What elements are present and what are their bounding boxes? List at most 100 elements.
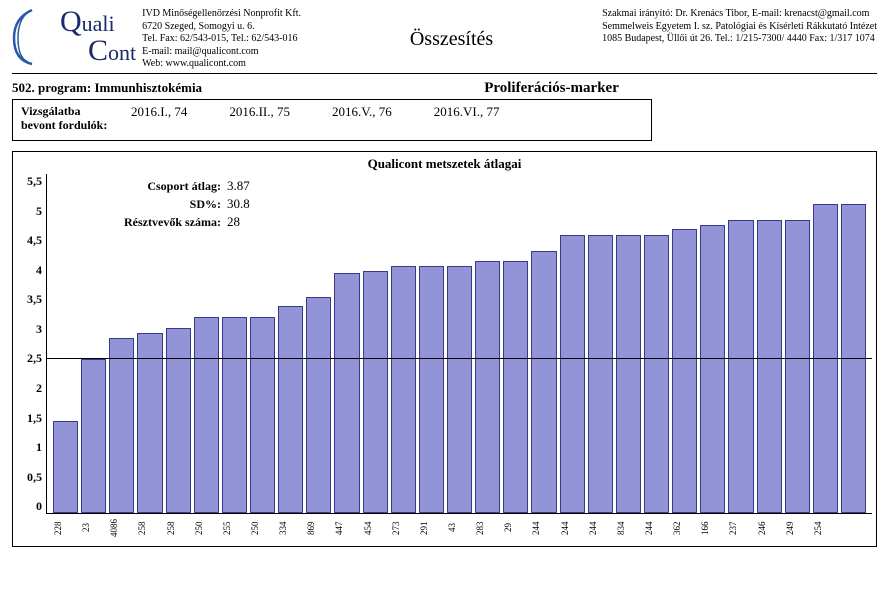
chart-body: 5,554,543,532,521,510,50 Csoport átlag: … bbox=[17, 174, 872, 514]
x-tick-label bbox=[841, 516, 866, 540]
x-tick-label: 869 bbox=[306, 516, 331, 540]
page-title: Összesítés bbox=[410, 28, 493, 50]
org-line: 6720 Szeged, Somogyi u. 6. bbox=[142, 21, 301, 34]
y-tick: 1 bbox=[36, 440, 42, 455]
x-tick-label: 291 bbox=[419, 516, 444, 540]
x-tick-label: 250 bbox=[250, 516, 275, 540]
marker-label: Proliferációs-marker bbox=[226, 80, 877, 97]
x-tick-label: 334 bbox=[278, 516, 303, 540]
y-tick: 5 bbox=[36, 204, 42, 219]
x-tick-label: 237 bbox=[728, 516, 753, 540]
x-tick-label: 362 bbox=[672, 516, 697, 540]
org-line: Tel. Fax: 62/543-015, Tel.: 62/543-016 bbox=[142, 33, 301, 46]
x-tick-label: 447 bbox=[334, 516, 359, 540]
right-info: Szakmai irányító: Dr. Krenács Tibor, E-m… bbox=[602, 8, 877, 46]
y-axis: 5,554,543,532,521,510,50 bbox=[17, 174, 47, 514]
chart-container: Qualicont metszetek átlagai 5,554,543,53… bbox=[12, 151, 877, 547]
x-tick-label: 249 bbox=[785, 516, 810, 540]
logo-text: Quali Cont bbox=[60, 8, 136, 65]
x-tick-label: 246 bbox=[757, 516, 782, 540]
x-tick-label: 228 bbox=[53, 516, 78, 540]
bar bbox=[560, 235, 585, 513]
bar bbox=[475, 261, 500, 513]
bar bbox=[363, 271, 388, 513]
x-tick-label: 43 bbox=[447, 516, 472, 540]
y-tick: 4,5 bbox=[27, 233, 42, 248]
x-tick-label: 454 bbox=[363, 516, 388, 540]
rounds-label-line: Vizsgálatba bbox=[21, 104, 111, 118]
bar bbox=[278, 306, 303, 513]
reference-line bbox=[47, 358, 872, 359]
round-item: 2016.I., 74 bbox=[131, 104, 187, 120]
bar bbox=[672, 229, 697, 513]
rounds-box: Vizsgálatba bevont fordulók: 2016.I., 74… bbox=[12, 99, 652, 142]
bar bbox=[531, 251, 556, 514]
x-tick-label: 255 bbox=[222, 516, 247, 540]
y-tick: 0,5 bbox=[27, 470, 42, 485]
x-tick-label: 23 bbox=[81, 516, 106, 540]
right-line: 1085 Budapest, Üllői út 26. Tel.: 1/215-… bbox=[602, 33, 877, 46]
bar bbox=[644, 235, 669, 513]
bar bbox=[616, 235, 641, 513]
x-tick-label: 29 bbox=[503, 516, 528, 540]
org-line: Web: www.qualicont.com bbox=[142, 58, 301, 71]
bar bbox=[785, 220, 810, 514]
x-tick-label: 254 bbox=[813, 516, 838, 540]
org-info: IVD Minőségellenőrzési Nonprofit Kft. 67… bbox=[142, 8, 301, 71]
x-tick-label: 166 bbox=[700, 516, 725, 540]
y-tick: 1,5 bbox=[27, 411, 42, 426]
round-item: 2016.VI., 77 bbox=[434, 104, 500, 120]
x-tick-label: 258 bbox=[166, 516, 191, 540]
program-label: 502. program: Immunhisztokémia bbox=[12, 80, 202, 96]
y-tick: 2 bbox=[36, 381, 42, 396]
bar bbox=[53, 421, 78, 514]
org-line: E-mail: mail@qualicont.com bbox=[142, 46, 301, 59]
rounds-label-line: bevont fordulók: bbox=[21, 118, 111, 132]
y-tick: 0 bbox=[36, 499, 42, 514]
subheader: 502. program: Immunhisztokémia Proliferá… bbox=[12, 80, 877, 97]
y-tick: 4 bbox=[36, 263, 42, 278]
x-tick-label: 244 bbox=[588, 516, 613, 540]
bars-container bbox=[47, 174, 872, 513]
right-line: Szakmai irányító: Dr. Krenács Tibor, E-m… bbox=[602, 8, 877, 21]
bar bbox=[588, 235, 613, 513]
bar bbox=[728, 220, 753, 514]
bar bbox=[391, 266, 416, 513]
bar bbox=[419, 266, 444, 513]
round-item: 2016.V., 76 bbox=[332, 104, 392, 120]
bar bbox=[334, 273, 359, 513]
x-tick-label: 258 bbox=[137, 516, 162, 540]
x-tick-label: 834 bbox=[616, 516, 641, 540]
bar bbox=[109, 338, 134, 513]
x-axis-labels: 2282340862582582502552503348694474542732… bbox=[47, 514, 872, 540]
chart-title: Qualicont metszetek átlagai bbox=[17, 156, 872, 172]
x-tick-label: 4086 bbox=[109, 516, 134, 540]
bar bbox=[222, 317, 247, 513]
bar bbox=[503, 261, 528, 513]
bar bbox=[194, 317, 219, 513]
x-tick-label: 244 bbox=[560, 516, 585, 540]
rounds-label: Vizsgálatba bevont fordulók: bbox=[21, 104, 111, 133]
bar bbox=[700, 225, 725, 514]
x-tick-label: 244 bbox=[531, 516, 556, 540]
plot-area: Csoport átlag: 3.87 SD%: 30.8 Résztvevők… bbox=[47, 174, 872, 514]
logo bbox=[12, 8, 60, 70]
bar bbox=[81, 359, 106, 514]
bar bbox=[137, 333, 162, 514]
org-line: IVD Minőségellenőrzési Nonprofit Kft. bbox=[142, 8, 301, 21]
bar bbox=[250, 317, 275, 513]
rounds-list: 2016.I., 74 2016.II., 75 2016.V., 76 2016.V… bbox=[131, 104, 499, 120]
x-tick-label: 250 bbox=[194, 516, 219, 540]
bar bbox=[447, 266, 472, 513]
round-item: 2016.II., 75 bbox=[229, 104, 290, 120]
bar bbox=[757, 220, 782, 514]
y-tick: 3,5 bbox=[27, 292, 42, 307]
header: Quali Cont IVD Minőségellenőrzési Nonpro… bbox=[12, 8, 877, 74]
x-tick-label: 273 bbox=[391, 516, 416, 540]
bar bbox=[306, 297, 331, 513]
y-tick: 3 bbox=[36, 322, 42, 337]
page-title-wrap: Összesítés bbox=[307, 28, 596, 51]
x-tick-label: 244 bbox=[644, 516, 669, 540]
bar bbox=[166, 328, 191, 513]
right-line: Semmelweis Egyetem I. sz. Patológiai és … bbox=[602, 21, 877, 34]
